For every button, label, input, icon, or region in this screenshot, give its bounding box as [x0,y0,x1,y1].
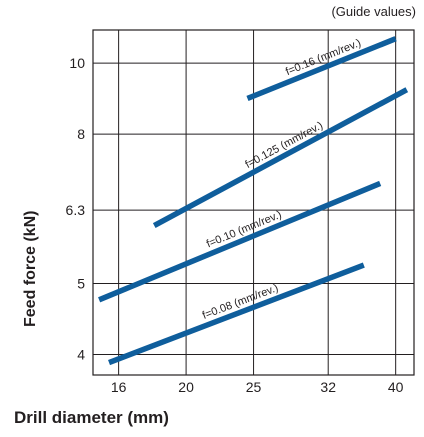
y-tick-label: 6.3 [66,202,86,218]
x-tick-label: 32 [320,379,336,395]
y-tick-labels: 4 5 6.3 8 10 [66,55,86,362]
series-lines [98,36,409,366]
series-line [98,180,382,303]
x-axis-label: Drill diameter (mm) [14,408,169,427]
grid [93,30,414,375]
series-labels: f=0.16 (mm/rev.)f=0.125 (mm/rev.)f=0.10 … [201,37,363,322]
x-tick-label: 25 [246,379,262,395]
series-line [246,36,397,101]
x-tick-label: 40 [388,379,404,395]
series-line [152,87,409,228]
y-tick-label: 4 [77,346,85,362]
series-label: f=0.125 (mm/rev.) [243,120,325,171]
plot-frame [92,29,415,376]
x-tick-label: 16 [111,379,127,395]
series-line [108,262,365,366]
y-axis-label: Feed force (kN) [22,210,39,327]
x-tick-labels: 16 20 25 32 40 [111,379,404,395]
y-tick-label: 10 [69,55,85,71]
guide-values-note: (Guide values) [331,4,416,19]
y-tick-label: 8 [77,126,85,142]
x-tick-label: 20 [178,379,194,395]
y-tick-label: 5 [77,276,85,292]
